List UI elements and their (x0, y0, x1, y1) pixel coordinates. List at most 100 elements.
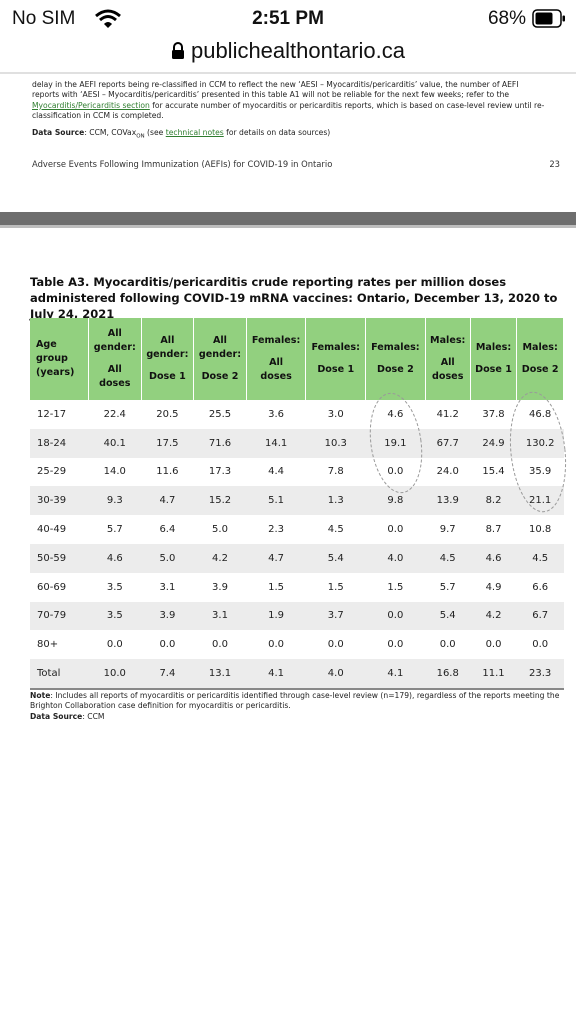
cell: 23.3 (516, 659, 564, 690)
table-row: 80+ 0.0 0.0 0.0 0.0 0.0 0.0 0.0 0.0 0.0 (30, 630, 564, 659)
header-row: Age group (years) All gender: All doses All gend… (30, 318, 564, 400)
cell: 4.7 (141, 486, 194, 516)
cell: 0.0 (212, 639, 228, 651)
text: (see (144, 128, 164, 137)
row-label: 30-39 (30, 486, 89, 516)
cell: 3.5 (106, 581, 123, 593)
cell: 5.7 (439, 581, 456, 593)
cell: 4.4 (268, 466, 285, 478)
cell: 35.9 (529, 466, 552, 478)
row-label: 18-24 (30, 428, 89, 458)
cell: 0.0 (159, 639, 176, 651)
header-line: Males: (475, 342, 512, 353)
cell: 3.6 (268, 408, 285, 420)
table-row: 18-24 40.1 17.5 71.6 14.1 10.3 19.1 67.7 24.9 130… (30, 428, 564, 458)
cell: 11.1 (470, 659, 517, 690)
text: for details on data sources) (226, 128, 331, 137)
carrier: No SIM (12, 8, 76, 29)
column-header: Males: Dose 2 (516, 318, 564, 400)
header-line: group (36, 353, 68, 364)
column-header: Males: Dose 1 (470, 318, 518, 400)
cell: 21.1 (516, 486, 564, 516)
cell: 14.1 (246, 428, 306, 458)
cell: 3.1 (193, 601, 247, 631)
subscript: ON (136, 133, 145, 140)
cell: 4.2 (470, 601, 517, 631)
cell: 4.5 (327, 524, 344, 536)
cell: 3.1 (159, 581, 176, 593)
url: publichealthontario.ca (190, 38, 406, 63)
cell: 9.3 (88, 486, 142, 516)
column-header: All gender: All doses (88, 318, 142, 400)
column-header: Females: All doses (246, 318, 307, 400)
cell: 1.9 (246, 601, 306, 631)
row-label: 70-79 (30, 601, 89, 631)
cell: 24.0 (436, 466, 459, 478)
table-row: 12-17 22.4 20.5 25.5 3.6 3.0 4.6 41.2 37.8 46.8 (30, 400, 564, 429)
cell: 5.4 (425, 601, 471, 631)
address-bar[interactable]: publichealthontario.ca (0, 38, 576, 64)
link[interactable]: Myocarditis/Pericarditis section (32, 100, 150, 110)
cell: 11.6 (156, 466, 179, 478)
cell: 8.2 (470, 486, 517, 516)
header-line: gender: (93, 342, 136, 353)
cell: 3.0 (327, 408, 344, 420)
cell: 22.4 (103, 408, 126, 420)
cell: 5.1 (246, 486, 306, 516)
clock: 2:51 PM (252, 8, 324, 29)
battery-percent: 68% (487, 8, 526, 29)
cell: 0.0 (106, 639, 123, 651)
header-line: gender: (146, 349, 189, 360)
text: delay in the AEFI reports being re-class… (32, 80, 519, 100)
cell: 0.0 (387, 466, 404, 478)
text: : CCM (82, 711, 105, 721)
column-header: Age group (years) (30, 318, 89, 400)
cell: 46.8 (529, 408, 552, 420)
table-row: Total 10.0 7.4 13.1 4.1 4.0 4.1 16.8 11.1 23.3 (30, 659, 564, 690)
cell: 6.4 (159, 524, 176, 536)
link[interactable]: technical notes (165, 128, 224, 137)
table-row: 40-49 5.7 6.4 5.0 2.3 4.5 0.0 9.7 8.7 10.8 (30, 515, 564, 544)
cell: 4.2 (193, 543, 247, 573)
wifi-icon (95, 9, 121, 28)
cell: 0.0 (365, 601, 426, 631)
table-title: Table A3. Myocarditis/pericarditis crude… (30, 275, 558, 321)
cell: 0.0 (439, 639, 456, 651)
table-row: 60-69 3.5 3.1 3.9 1.5 1.5 1.5 5.7 4.9 6.6 (30, 573, 564, 602)
cell: 3.9 (212, 581, 228, 593)
footer-title: Adverse Events Following Immunization (A… (32, 159, 333, 169)
cell: 16.8 (425, 659, 471, 690)
cell: 4.1 (365, 659, 426, 690)
cell: 17.3 (208, 466, 232, 478)
header-line: (years) (36, 367, 75, 378)
cell: 13.1 (193, 659, 247, 690)
cell: 7.4 (141, 659, 194, 690)
cell: 5.0 (141, 543, 194, 573)
cell: 4.0 (365, 543, 426, 573)
cell: 130.2 (516, 428, 564, 458)
cell: 10.8 (529, 524, 552, 536)
header-line: All (212, 335, 227, 346)
cell: 0.0 (485, 639, 502, 651)
cell: 17.5 (141, 428, 194, 458)
cell: 67.7 (425, 428, 471, 458)
label: Data Source (32, 128, 85, 137)
header-line: All (440, 357, 455, 368)
header-line: Dose 2 (376, 364, 414, 375)
row-label: 40-49 (37, 524, 67, 536)
page-break-shadow (0, 225, 576, 228)
row-label: 80+ (37, 639, 59, 651)
cell: 71.6 (193, 428, 247, 458)
previous-page: delay in the AEFI reports being re-class… (0, 74, 576, 212)
header-line: Females: (311, 342, 360, 353)
row-label: 50-59 (30, 543, 89, 573)
data-source: Data Source: CCM, COVaxON (see technical… (32, 128, 547, 142)
data-source: Data Source: CCM (30, 712, 565, 722)
column-header: Males: All doses (425, 318, 471, 400)
header-line: doses (432, 371, 464, 382)
header-line: Dose 1 (148, 371, 186, 382)
page-number: 23 (549, 159, 560, 169)
cell: 1.5 (387, 581, 404, 593)
page-break (0, 212, 576, 225)
